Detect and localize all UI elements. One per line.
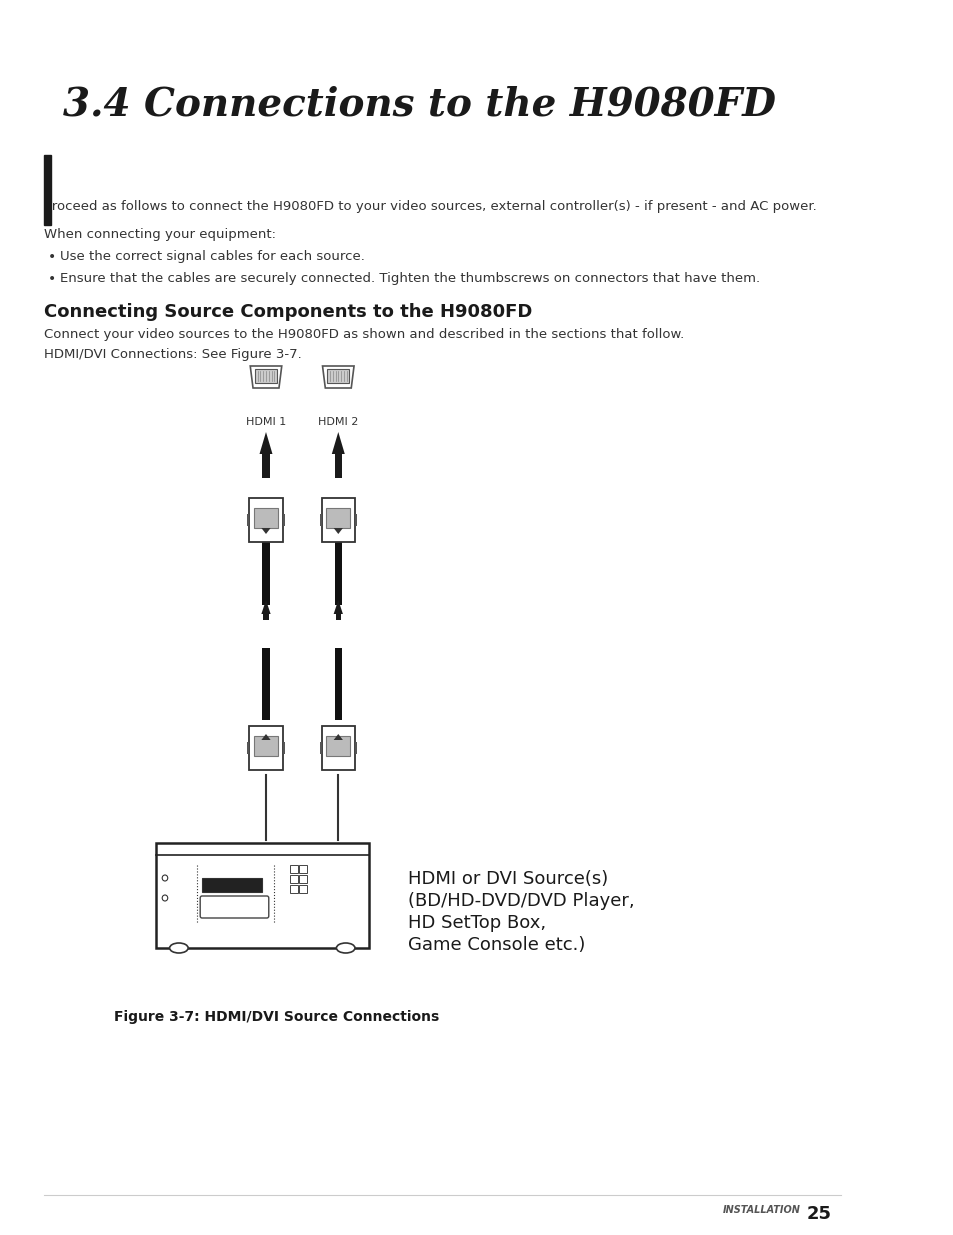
- Bar: [253, 736, 277, 756]
- Text: HDMI/DVI Connections: See Figure 3-7.: HDMI/DVI Connections: See Figure 3-7.: [44, 348, 301, 361]
- Text: HD SetTop Box,: HD SetTop Box,: [407, 914, 545, 932]
- Bar: [262, 648, 270, 720]
- Bar: [202, 878, 262, 892]
- Circle shape: [162, 895, 168, 902]
- Bar: [335, 648, 341, 720]
- Bar: [299, 885, 307, 893]
- Bar: [326, 508, 350, 529]
- Text: HDMI 1: HDMI 1: [246, 417, 286, 427]
- FancyBboxPatch shape: [200, 897, 269, 918]
- Bar: [335, 542, 341, 605]
- Text: Connecting Source Components to the H9080FD: Connecting Source Components to the H908…: [44, 303, 532, 321]
- Polygon shape: [261, 529, 271, 534]
- Text: Connect your video sources to the H9080FD as shown and described in the sections: Connect your video sources to the H9080F…: [44, 329, 683, 341]
- Text: Ensure that the cables are securely connected. Tighten the thumbscrews on connec: Ensure that the cables are securely conn…: [60, 272, 760, 285]
- Ellipse shape: [170, 944, 188, 953]
- Circle shape: [162, 876, 168, 881]
- Polygon shape: [334, 529, 342, 534]
- Bar: [253, 508, 277, 529]
- Bar: [290, 885, 297, 893]
- Text: When connecting your equipment:: When connecting your equipment:: [44, 228, 275, 241]
- Text: Proceed as follows to connect the H9080FD to your video sources, external contro: Proceed as follows to connect the H9080F…: [44, 200, 816, 212]
- Polygon shape: [261, 600, 271, 614]
- Bar: [321, 726, 355, 769]
- Text: HDMI or DVI Source(s): HDMI or DVI Source(s): [407, 869, 607, 888]
- Ellipse shape: [336, 944, 355, 953]
- Polygon shape: [259, 432, 273, 454]
- Bar: [299, 876, 307, 883]
- Bar: [321, 498, 355, 542]
- Bar: [290, 864, 297, 873]
- Bar: [249, 726, 282, 769]
- Bar: [155, 844, 369, 948]
- Text: •: •: [49, 249, 56, 264]
- Polygon shape: [322, 366, 354, 388]
- Bar: [355, 514, 356, 526]
- Bar: [319, 514, 321, 526]
- Text: 25: 25: [805, 1205, 830, 1223]
- Bar: [249, 498, 282, 542]
- Text: Game Console etc.): Game Console etc.): [407, 936, 584, 953]
- Text: Figure 3-7: HDMI/DVI Source Connections: Figure 3-7: HDMI/DVI Source Connections: [114, 1010, 438, 1024]
- Bar: [335, 614, 341, 620]
- Text: •: •: [49, 272, 56, 287]
- Polygon shape: [250, 366, 281, 388]
- Text: Use the correct signal cables for each source.: Use the correct signal cables for each s…: [60, 249, 365, 263]
- Bar: [335, 454, 341, 478]
- Bar: [299, 864, 307, 873]
- Bar: [282, 514, 284, 526]
- Polygon shape: [332, 432, 344, 454]
- Text: INSTALLATION: INSTALLATION: [722, 1205, 800, 1215]
- Bar: [247, 742, 249, 755]
- Bar: [282, 742, 284, 755]
- Bar: [290, 876, 297, 883]
- Bar: [355, 742, 356, 755]
- Polygon shape: [334, 600, 342, 614]
- Text: 3.4 Connections to the H9080FD: 3.4 Connections to the H9080FD: [63, 86, 775, 124]
- Bar: [262, 542, 270, 605]
- Polygon shape: [261, 734, 271, 740]
- Text: HDMI 2: HDMI 2: [317, 417, 358, 427]
- Bar: [327, 369, 349, 383]
- Bar: [319, 742, 321, 755]
- Bar: [326, 736, 350, 756]
- Bar: [254, 369, 276, 383]
- Bar: [263, 614, 269, 620]
- Text: (BD/HD-DVD/DVD Player,: (BD/HD-DVD/DVD Player,: [407, 892, 634, 910]
- Bar: [262, 454, 270, 478]
- Bar: [247, 514, 249, 526]
- Bar: [44, 156, 51, 225]
- Polygon shape: [334, 734, 342, 740]
